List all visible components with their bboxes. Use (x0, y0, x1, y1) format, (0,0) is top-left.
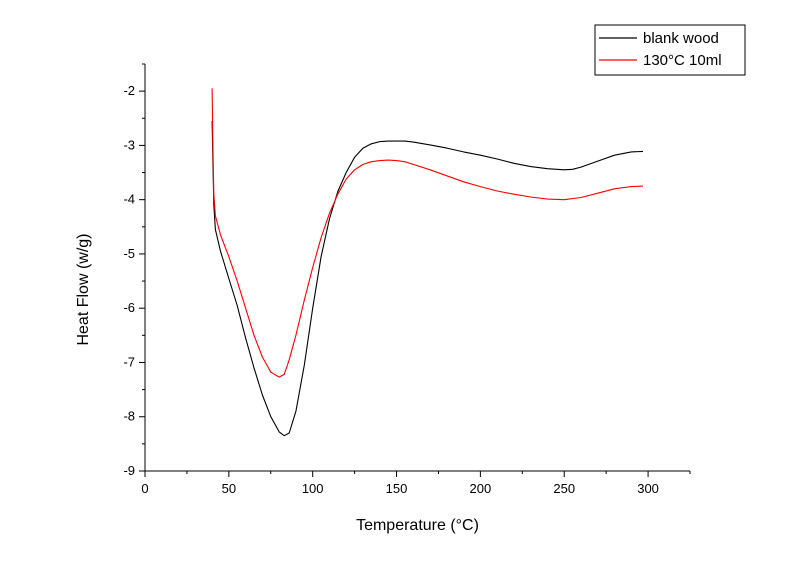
y-tick-label: -3 (123, 137, 135, 152)
y-tick-label: -6 (123, 300, 135, 315)
legend-label: 130°C 10ml (643, 52, 722, 69)
series-line-2 (211, 88, 644, 378)
legend: blank wood 130°C 10ml (594, 24, 746, 76)
y-axis: -9 -8 -7 -6 -5 -4 -3 -2 (123, 63, 146, 478)
series-line-1 (211, 120, 644, 437)
legend-label: blank wood (643, 30, 719, 47)
x-tick-label: 50 (222, 481, 236, 496)
x-tick-label: 250 (553, 481, 575, 496)
x-tick-label: 100 (302, 481, 324, 496)
x-tick-label: 0 (141, 481, 148, 496)
x-tick-label: 150 (386, 481, 408, 496)
x-tick-label: 200 (470, 481, 492, 496)
y-tick-label: -7 (123, 354, 135, 369)
y-axis-title: Heat Flow (w/g) (75, 233, 92, 345)
y-tick-label: -9 (123, 463, 135, 478)
y-tick-label: -5 (123, 246, 135, 261)
y-tick-label: -4 (123, 192, 135, 207)
x-axis: 0 50 100 150 200 250 300 (141, 470, 691, 496)
legend-box (594, 24, 746, 76)
y-tick-label: -8 (123, 409, 135, 424)
x-axis-title: Temperature (°C) (356, 517, 479, 534)
x-tick-label: 300 (637, 481, 659, 496)
y-tick-label: -2 (123, 83, 135, 98)
series-layer (211, 88, 644, 437)
